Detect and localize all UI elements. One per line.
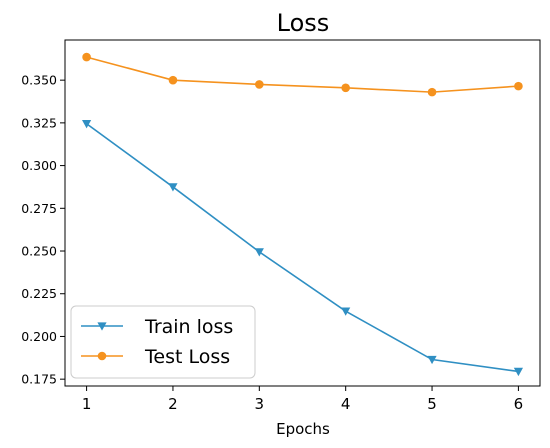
- data-point-test-loss: [168, 75, 178, 85]
- data-point-test-loss: [82, 52, 91, 62]
- legend-swatch-marker: [97, 351, 107, 361]
- series-line-test-loss: [86, 56, 519, 93]
- chart-title: Loss: [277, 9, 330, 37]
- data-point-test-loss: [514, 81, 523, 91]
- x-axis-ticks: 1 2 3 4 5 6: [82, 386, 523, 413]
- y-tick-label: 0.175: [21, 372, 57, 387]
- data-point-train-loss: [341, 307, 351, 316]
- data-point-train-loss: [513, 367, 524, 377]
- y-tick-label: 0.350: [21, 73, 57, 88]
- y-tick-label: 0.250: [21, 244, 57, 259]
- data-point-train-loss: [168, 183, 178, 192]
- series-layer: [81, 52, 524, 377]
- x-tick-label: 4: [341, 395, 351, 413]
- x-tick-label: 1: [82, 395, 92, 413]
- x-tick-label: 5: [427, 395, 437, 413]
- plot-frame: [64, 39, 541, 387]
- data-point-train-loss: [427, 355, 437, 365]
- series-train-loss: [81, 120, 524, 377]
- data-point-test-loss: [255, 80, 264, 89]
- legend-label: Train loss: [144, 316, 233, 338]
- legend-item-train-loss: Train loss: [81, 316, 233, 338]
- legend-box: [70, 305, 256, 379]
- y-tick-label: 0.300: [21, 158, 57, 173]
- legend-swatch-marker: [97, 322, 107, 331]
- x-axis-label: Epochs: [276, 420, 330, 438]
- y-axis-ticks: 0.175 0.200 0.225 0.250 0.275 0.300 0.325 0.350: [21, 73, 65, 387]
- series-test-loss: [82, 52, 523, 97]
- x-tick-label: 6: [514, 395, 524, 413]
- y-tick-label: 0.200: [21, 329, 57, 344]
- legend-item-test-loss: Test Loss: [81, 346, 230, 368]
- data-point-test-loss: [427, 87, 437, 97]
- x-tick-label: 2: [168, 395, 178, 413]
- data-point-train-loss: [81, 120, 92, 129]
- legend: Train loss Test Loss: [70, 305, 256, 379]
- data-point-train-loss: [254, 248, 264, 257]
- legend-items: Train loss Test Loss: [81, 316, 233, 368]
- x-tick-label: 3: [255, 395, 265, 413]
- y-tick-label: 0.275: [21, 201, 57, 216]
- series-line-train-loss: [86, 123, 519, 373]
- legend-label: Test Loss: [144, 346, 230, 368]
- y-tick-label: 0.325: [21, 115, 57, 130]
- y-tick-label: 0.225: [21, 286, 57, 301]
- data-point-test-loss: [341, 83, 350, 93]
